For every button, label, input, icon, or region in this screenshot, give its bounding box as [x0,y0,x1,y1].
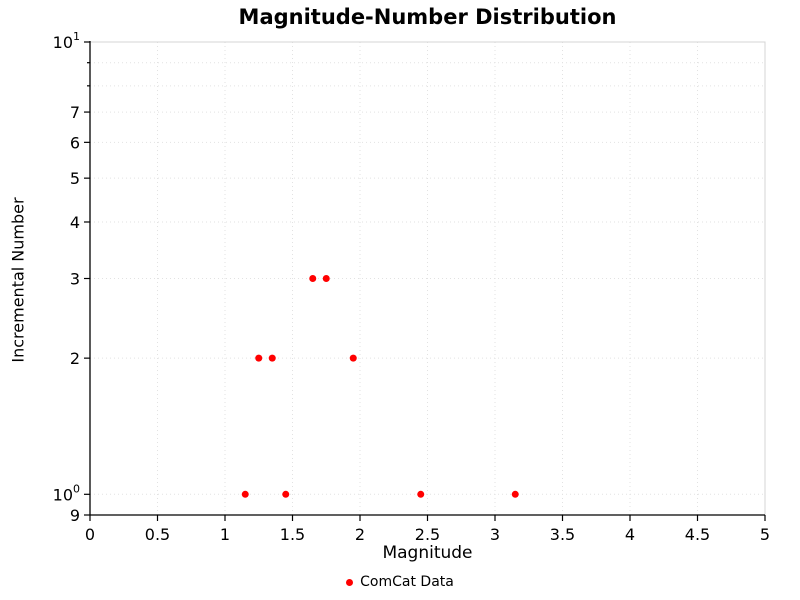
y-tick-label: 9 [70,506,80,525]
x-tick-label: 2.5 [415,525,440,544]
data-point [282,490,290,498]
y-tick-label: 100 [53,482,80,504]
x-tick-label: 5 [760,525,770,544]
legend-marker-icon [346,578,354,586]
y-tick-label: 101 [53,30,80,52]
legend: ComCat Data [0,574,800,590]
y-tick-label: 4 [70,213,80,232]
data-point [268,354,276,362]
data-point [349,354,357,362]
data-point [511,490,519,498]
y-tick-label: 3 [70,270,80,289]
x-tick-label: 3 [490,525,500,544]
y-tick-label: 6 [70,133,80,152]
x-tick-label: 1.5 [280,525,305,544]
legend-label: ComCat Data [360,574,454,590]
data-point [255,354,263,362]
y-axis-label: Incremental Number [8,197,28,363]
x-axis-label: Magnitude [382,543,473,563]
x-tick-label: 2 [355,525,365,544]
x-tick-label: 0.5 [145,525,170,544]
data-point [417,490,425,498]
x-tick-label: 1 [220,525,230,544]
y-tick-label: 5 [70,169,80,188]
x-tick-label: 4 [625,525,635,544]
data-point [309,275,317,282]
data-point [322,275,330,282]
y-tick-label: 2 [70,349,80,368]
x-tick-label: 0 [85,525,95,544]
x-tick-label: 4.5 [685,525,710,544]
y-tick-label: 7 [70,103,80,122]
x-tick-label: 3.5 [550,525,575,544]
chart-title: Magnitude-Number Distribution [238,5,617,29]
data-point [241,490,249,498]
